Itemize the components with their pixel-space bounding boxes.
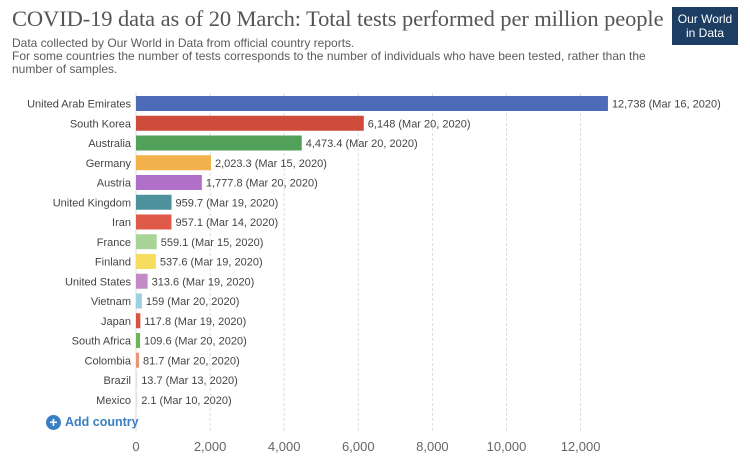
bar[interactable] xyxy=(136,352,140,368)
x-tick-label: 6,000 xyxy=(342,439,375,454)
bar[interactable] xyxy=(136,293,142,309)
category-label: South Korea xyxy=(70,118,132,130)
value-label: 13.7 (Mar 13, 2020) xyxy=(141,375,238,387)
value-label: 2.1 (Mar 10, 2020) xyxy=(141,395,232,407)
category-label: United Arab Emirates xyxy=(27,99,131,111)
bar[interactable] xyxy=(136,392,138,408)
logo-line-2: in Data xyxy=(685,26,725,40)
x-tick-label: 4,000 xyxy=(268,439,301,454)
bar[interactable] xyxy=(136,372,138,388)
x-tick-label: 12,000 xyxy=(561,439,601,454)
category-label: Vietnam xyxy=(91,296,131,308)
bar[interactable] xyxy=(136,135,302,151)
x-tick-label: 2,000 xyxy=(194,439,227,454)
bar[interactable] xyxy=(136,313,141,329)
bar[interactable] xyxy=(136,175,202,190)
x-tick-label: 8,000 xyxy=(416,439,449,454)
value-label: 81.7 (Mar 20, 2020) xyxy=(143,355,240,367)
bar[interactable] xyxy=(136,273,148,289)
bar[interactable] xyxy=(136,234,157,250)
category-label: Germany xyxy=(86,158,132,170)
category-label: Mexico xyxy=(96,395,131,407)
chart-title: COVID-19 data as of 20 March: Total test… xyxy=(12,6,664,31)
value-label: 313.6 (Mar 19, 2020) xyxy=(152,276,255,288)
plus-circle-icon: + xyxy=(46,414,61,430)
value-label: 109.6 (Mar 20, 2020) xyxy=(144,336,247,348)
subtitle-line-1: Data collected by Our World in Data from… xyxy=(12,36,355,50)
value-label: 159 (Mar 20, 2020) xyxy=(146,296,240,308)
value-label: 1,777.8 (Mar 20, 2020) xyxy=(206,178,318,190)
subtitle-line-2: For some countries the number of tests c… xyxy=(12,49,646,63)
chart-subtitle: Data collected by Our World in Data from… xyxy=(12,37,652,76)
bar[interactable] xyxy=(136,214,172,230)
add-country-button[interactable]: + Add country xyxy=(46,413,139,431)
subtitle-line-3: number of samples. xyxy=(12,62,118,76)
bar[interactable] xyxy=(136,115,364,131)
value-label: 957.1 (Mar 14, 2020) xyxy=(175,217,278,229)
logo-line-1: Our World xyxy=(677,12,733,26)
category-label: United Kingdom xyxy=(53,197,131,209)
value-label: 4,473.4 (Mar 20, 2020) xyxy=(306,138,418,150)
value-label: 12,738 (Mar 16, 2020) xyxy=(612,99,721,111)
category-label: Australia xyxy=(88,138,132,150)
value-label: 959.7 (Mar 19, 2020) xyxy=(176,197,279,209)
add-country-label: Add country xyxy=(65,415,139,429)
category-label: United States xyxy=(65,276,132,288)
bar[interactable] xyxy=(136,194,172,210)
x-tick-label: 0 xyxy=(132,439,139,454)
category-label: Iran xyxy=(112,217,131,229)
category-label: Austria xyxy=(97,178,132,190)
x-tick-label: 10,000 xyxy=(487,439,527,454)
bar[interactable] xyxy=(136,333,141,348)
category-label: South Africa xyxy=(72,336,132,348)
value-label: 6,148 (Mar 20, 2020) xyxy=(368,118,471,130)
bar[interactable] xyxy=(136,96,608,111)
value-label: 559.1 (Mar 15, 2020) xyxy=(161,237,264,249)
category-label: Colombia xyxy=(85,355,132,367)
value-label: 537.6 (Mar 19, 2020) xyxy=(160,257,263,269)
category-label: Brazil xyxy=(103,375,131,387)
category-label: France xyxy=(97,237,131,249)
owid-logo[interactable]: Our World in Data xyxy=(672,7,738,45)
bar[interactable] xyxy=(136,155,211,171)
value-label: 2,023.3 (Mar 15, 2020) xyxy=(215,158,327,170)
category-label: Japan xyxy=(101,316,131,328)
value-label: 117.8 (Mar 19, 2020) xyxy=(144,316,246,328)
category-label: Finland xyxy=(95,257,131,269)
bar[interactable] xyxy=(136,254,156,269)
